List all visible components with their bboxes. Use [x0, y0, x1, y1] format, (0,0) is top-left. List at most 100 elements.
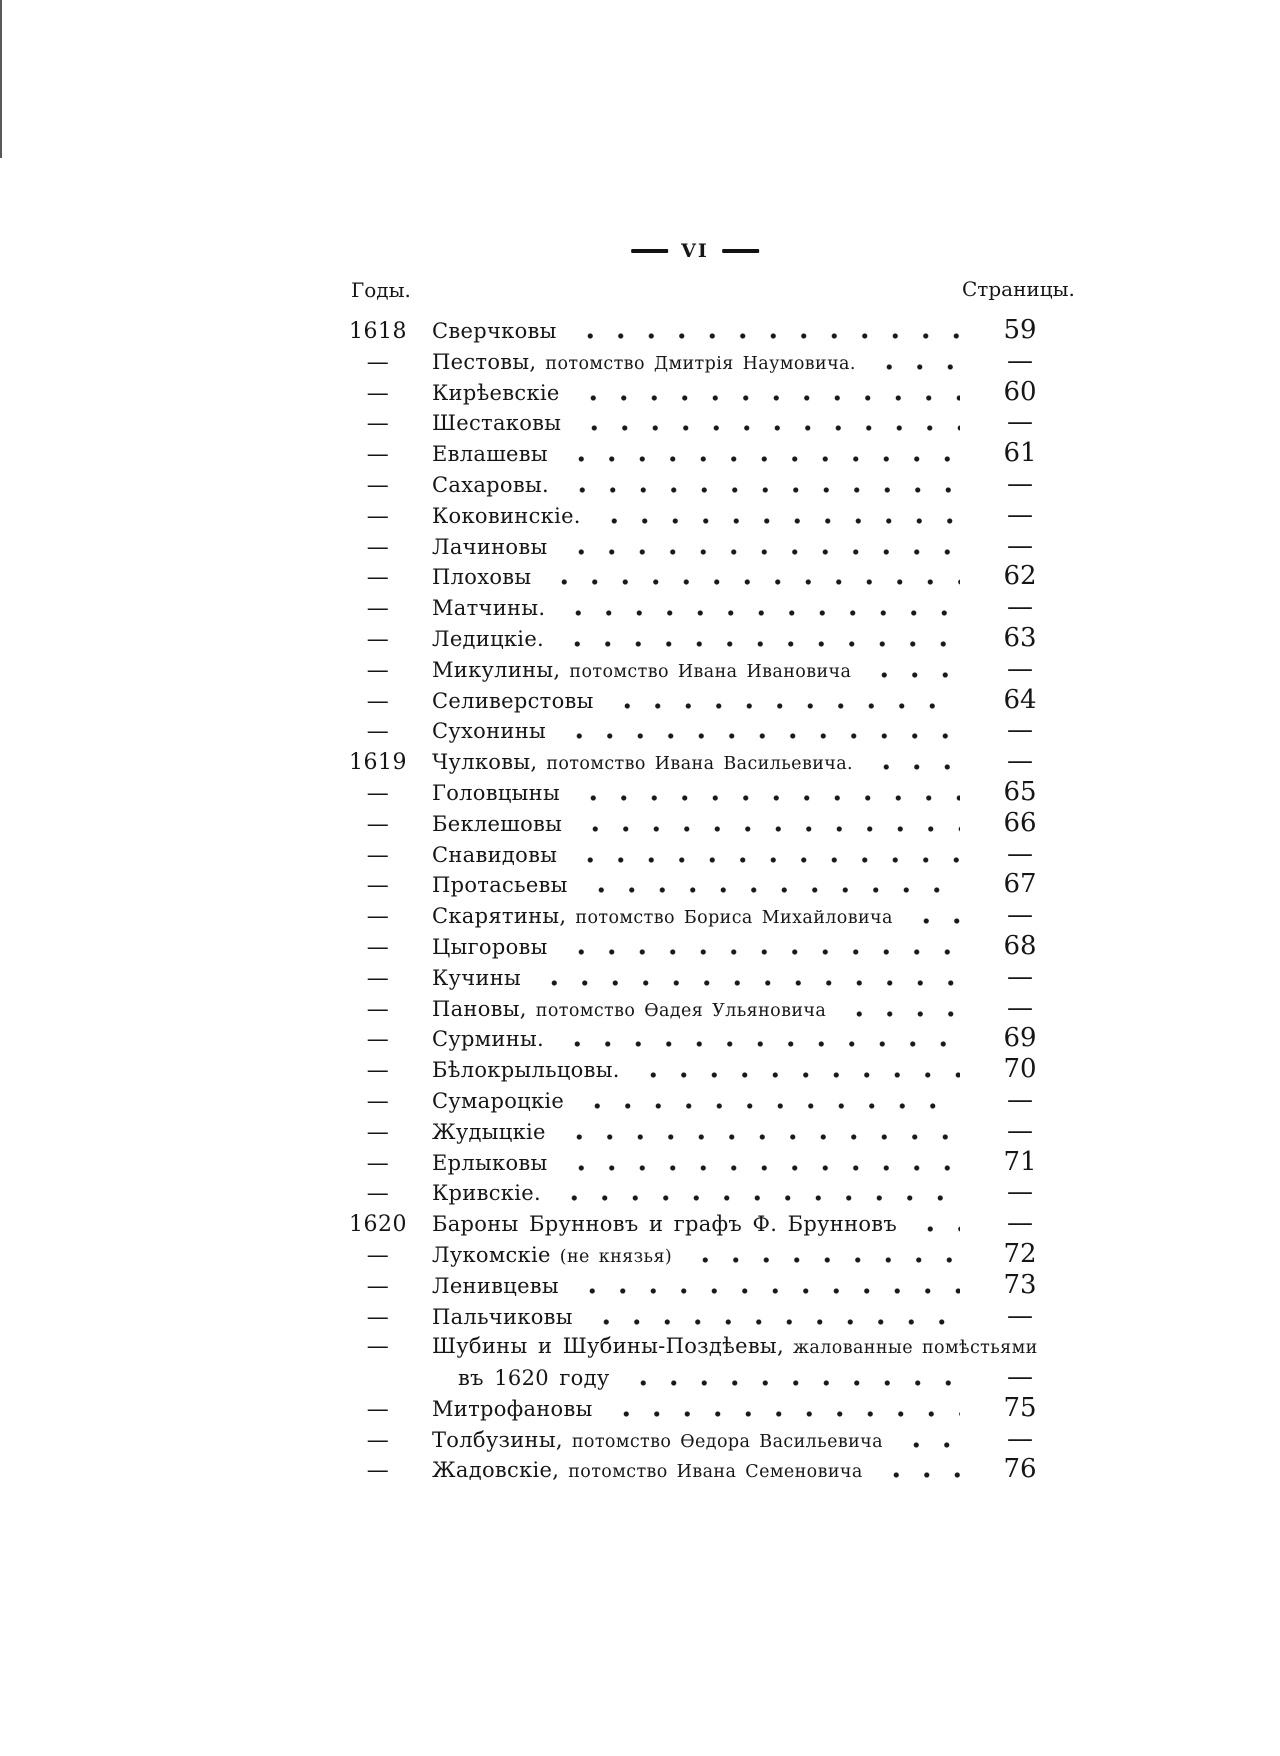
page-number: 73 [1003, 1269, 1037, 1300]
page-number: — [1007, 592, 1033, 623]
toc-row-year: — [366, 503, 390, 529]
toc-row-year: — [366, 442, 390, 468]
toc-row-entry: Цыгоровы [432, 931, 960, 963]
page-number: — [1007, 992, 1033, 1023]
toc-row-year: — [366, 596, 390, 622]
dot-leader [565, 377, 960, 409]
page-number: — [1007, 1177, 1033, 1208]
family-name: Ледицкіе. [432, 626, 545, 651]
dot-leader [615, 1363, 960, 1394]
toc-row-entry: Сумароцкіе [432, 1085, 960, 1117]
toc-row-year: — [366, 1273, 390, 1299]
dot-leader [564, 1270, 960, 1302]
page-number: — [1007, 499, 1033, 530]
family-name: Чулковы, [432, 750, 538, 775]
page-number: — [1007, 746, 1033, 777]
family-descriptor: потомство Ивана Ивановича [569, 661, 852, 682]
family-name: Кирѣевскіе [432, 380, 560, 405]
toc-row-year: — [366, 811, 390, 837]
toc-row: — Пестовы, потомство Дмитрія Наумовича. … [0, 346, 1080, 378]
family-name: Пестовы, [432, 349, 537, 374]
toc-row-entry: Сверчковы [432, 316, 960, 347]
family-name: Митрофановы [432, 1396, 593, 1421]
pages-column-label: Страницы. [962, 277, 1075, 301]
toc-row-entry: Селиверстовы [432, 685, 960, 717]
toc-row-year: — [366, 904, 390, 930]
dot-leader [553, 1147, 960, 1179]
page-number: 72 [1003, 1238, 1037, 1269]
toc-row-year: — [366, 780, 390, 806]
toc-row-year: — [366, 1181, 390, 1207]
toc-row-entry: Бѣлокрыльцовы. [432, 1055, 960, 1086]
family-name: Микулины, [432, 657, 561, 682]
dot-leader [832, 993, 960, 1025]
toc-row: въ 1620 году — [0, 1362, 1080, 1394]
toc-row-year: — [366, 472, 390, 498]
toc-row-year: — [366, 996, 390, 1022]
family-name: Сухонины [432, 719, 547, 744]
page-number: 65 [1003, 776, 1037, 807]
family-descriptor: потомство Ѳадея Ульяновича [535, 1000, 827, 1021]
family-name: Бароны Брунновъ и графъ Ф. Брунновъ [432, 1212, 898, 1237]
toc-row: 1619 Чулковы, потомство Ивана Васильевич… [0, 746, 1080, 778]
family-name: Ерлыковы [432, 1150, 548, 1175]
family-name: Жудыцкіе [432, 1119, 546, 1144]
toc-row: — Кривскіе. — [0, 1177, 1080, 1210]
toc-row: — Митрофановы 75 [0, 1393, 1080, 1425]
page-number: 70 [1003, 1054, 1037, 1085]
toc-rows: 1618 Сверчковы 59 — Пестовы, потомство Д… [0, 315, 1080, 1487]
toc-row: — Снавидовы — [0, 839, 1080, 871]
dot-leader [568, 808, 960, 840]
family-name: Скарятины, [432, 904, 567, 929]
toc-row-entry: Евлашевы [432, 439, 960, 470]
dot-leader [586, 500, 960, 532]
toc-row-year: — [366, 349, 390, 375]
family-descriptor: потомство Ивана Васильевича. [546, 754, 854, 775]
dot-leader [625, 1055, 960, 1086]
toc-row: — Коковинскіе. — [0, 499, 1080, 532]
toc-row-year: — [366, 1427, 390, 1453]
dot-leader [598, 1393, 960, 1425]
toc-row: — Жадовскіе, потомство Ивана Семеновича … [0, 1454, 1080, 1487]
family-name: Коковинскіе. [432, 503, 581, 528]
page-number: 62 [1003, 561, 1037, 592]
family-descriptor: (не князья) [559, 1246, 673, 1267]
family-name: Бѣлокрыльцовы. [432, 1058, 620, 1083]
page-number: 67 [1003, 869, 1037, 900]
toc-row-entry: Кирѣевскіе [432, 377, 960, 409]
family-name: въ 1620 году [458, 1366, 610, 1391]
family-name: Матчины. [432, 596, 546, 621]
dot-leader [563, 839, 960, 871]
toc-row: — Ленивцевы 73 [0, 1269, 1080, 1302]
toc-row-year: — [366, 1242, 390, 1268]
toc-row-entry: Матчины. [432, 593, 960, 624]
toc-row: — Сурмины. 69 [0, 1023, 1080, 1056]
family-name: Сумароцкіе [432, 1088, 565, 1113]
toc-row-year: — [366, 1458, 390, 1484]
dot-leader [551, 1116, 960, 1148]
toc-row: — Плоховы 62 [0, 561, 1080, 594]
family-name: Протасьевы [432, 873, 568, 898]
toc-row: — Кирѣевскіе 60 [0, 377, 1080, 409]
toc-row-year: — [366, 1396, 390, 1422]
page-number: — [1007, 1300, 1033, 1331]
toc-row-entry: Сурмины. [432, 1024, 960, 1056]
toc-row: — Шестаковы — [0, 407, 1080, 440]
toc-row: — Скарятины, потомство Бориса Михайлович… [0, 900, 1080, 932]
toc-row-entry: Жадовскіе, потомство Ивана Семеновича [432, 1455, 960, 1487]
toc-row-entry: Плоховы [432, 562, 960, 594]
toc-row-entry: Головцыны [432, 777, 960, 809]
toc-row-entry: Микулины, потомство Ивана Ивановича [432, 654, 960, 686]
toc-row-entry: Лукомскіе (не князья) [432, 1239, 960, 1271]
dot-leader [859, 747, 960, 778]
family-name: Шубины и Шубины-Поздѣевы, [432, 1334, 784, 1359]
toc-row: — Бѣлокрыльцовы. 70 [0, 1054, 1080, 1086]
toc-row-year: — [366, 565, 390, 591]
toc-row-entry: Беклешовы [432, 808, 960, 840]
toc-row-year: — [366, 1027, 390, 1053]
family-name: Евлашевы [432, 442, 548, 467]
toc-row-year: — [366, 1334, 390, 1360]
family-name: Шестаковы [432, 411, 562, 436]
folio-header: VI [618, 240, 772, 262]
dot-leader [551, 593, 960, 624]
